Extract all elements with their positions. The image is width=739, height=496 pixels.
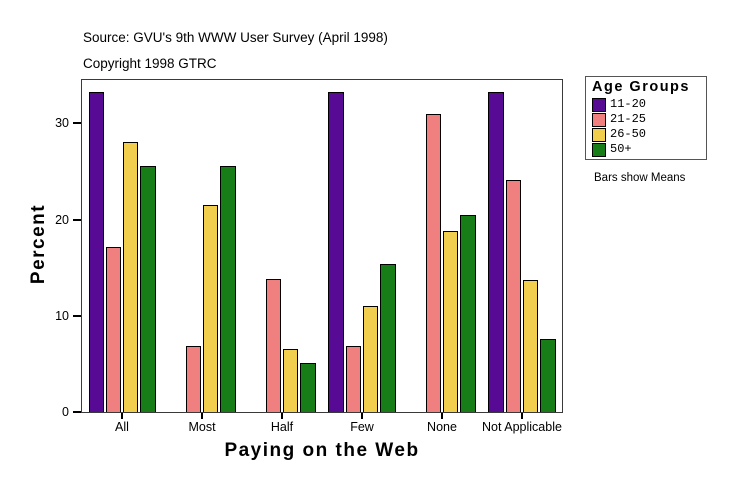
y-tick-label: 0	[62, 405, 69, 419]
bar-not-applicable-26-50	[522, 280, 539, 412]
legend-swatch-icon	[592, 112, 606, 127]
legend-entry-26-50: 26-50	[592, 127, 706, 142]
bar-all-21-25	[105, 246, 122, 412]
x-category-label: Half	[270, 420, 294, 434]
bar-few-21-25	[345, 345, 362, 412]
x-tick-mark	[121, 413, 123, 419]
legend-swatch-icon	[592, 142, 606, 157]
bar-most-21-25	[185, 345, 202, 412]
y-tick-mark	[73, 314, 81, 317]
x-category-label: Few	[350, 420, 374, 434]
legend-swatch-icon	[592, 127, 606, 142]
x-category-label: Not Applicable	[482, 420, 562, 434]
x-category-label: Most	[188, 420, 216, 434]
y-tick-mark	[73, 411, 81, 413]
bar-all-11-20	[88, 91, 104, 412]
y-tick-label: 20	[55, 212, 69, 227]
bar-half-50+	[300, 362, 316, 412]
x-axis-title: Paying on the Web	[224, 440, 420, 461]
legend-title: Age Groups	[592, 79, 690, 95]
bar-few-11-20	[328, 91, 344, 412]
legend-rows: 11-20 21-25 26-50 50+	[592, 97, 706, 157]
bar-none-26-50	[442, 231, 459, 412]
x-tick-mark	[441, 413, 443, 419]
legend: Age Groups 11-20 21-25 26-50 50+	[585, 76, 707, 160]
bar-all-50+	[140, 165, 156, 412]
source-annotation: Source: GVU's 9th WWW User Survey (April…	[83, 30, 388, 45]
bar-half-26-50	[282, 348, 299, 412]
x-tick-mark	[361, 413, 363, 419]
x-category-label: All	[115, 420, 129, 434]
legend-entry-label: 11-20	[610, 97, 647, 111]
x-tick-mark	[201, 413, 203, 419]
legend-entry-label: 21-25	[610, 112, 647, 126]
bar-not-applicable-11-20	[488, 91, 504, 412]
bar-few-50+	[380, 263, 396, 412]
legend-entry-label: 26-50	[610, 127, 647, 141]
y-tick-mark	[73, 218, 81, 221]
bar-not-applicable-50+	[540, 338, 556, 412]
legend-entry-21-25: 21-25	[592, 112, 706, 127]
copyright-annotation: Copyright 1998 GTRC	[83, 56, 217, 71]
y-tick-label: 10	[55, 308, 69, 323]
bar-none-50+	[460, 214, 476, 412]
x-category-label: None	[427, 420, 457, 434]
legend-note: Bars show Means	[594, 172, 686, 184]
bar-all-26-50	[122, 141, 139, 412]
bar-most-26-50	[202, 205, 219, 412]
legend-entry-11-20: 11-20	[592, 97, 706, 112]
y-tick-mark	[73, 122, 81, 125]
bar-most-50+	[220, 165, 236, 412]
legend-swatch-icon	[592, 97, 606, 112]
y-tick-label: 30	[55, 116, 69, 131]
legend-entry-50+: 50+	[592, 142, 706, 157]
bar-few-26-50	[362, 306, 379, 412]
x-tick-mark	[281, 413, 283, 419]
plot-area	[81, 79, 563, 413]
legend-entry-label: 50+	[610, 142, 632, 156]
bar-half-21-25	[265, 279, 282, 412]
bar-none-21-25	[425, 113, 442, 412]
bar-not-applicable-21-25	[505, 180, 522, 412]
x-tick-mark	[521, 413, 523, 419]
